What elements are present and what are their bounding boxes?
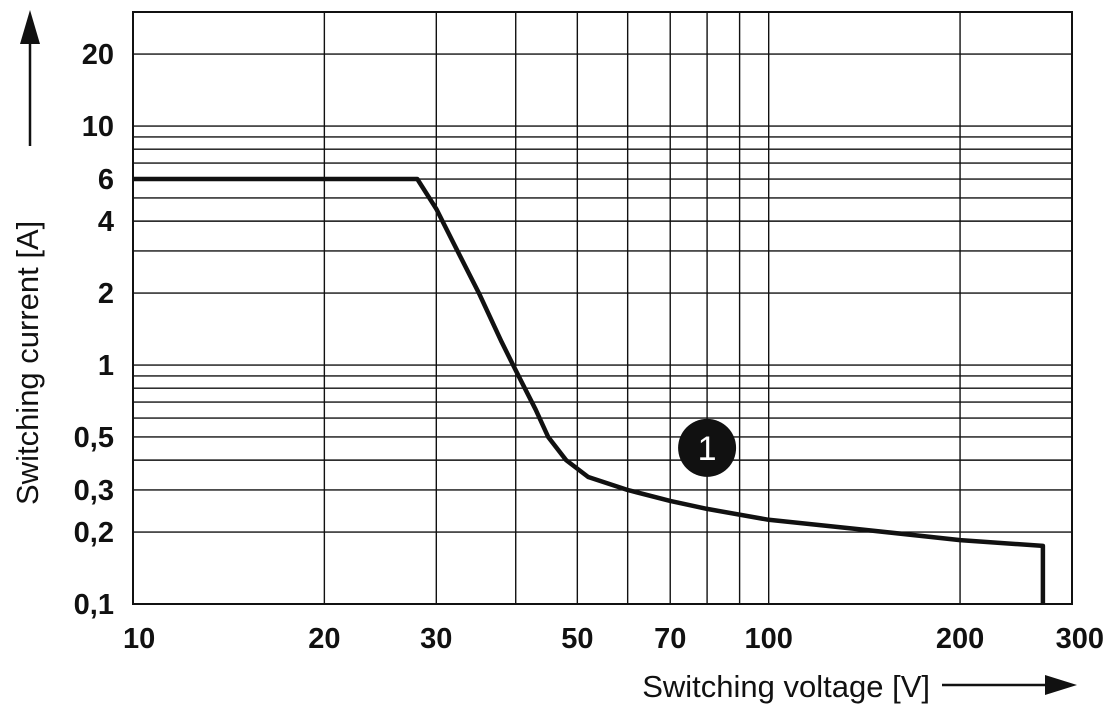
x-tick-label: 200 [936, 623, 984, 655]
y-tick-label: 2 [98, 278, 114, 310]
series-line [133, 176, 1046, 604]
y-tick-label: 20 [82, 39, 114, 71]
x-tick-label: 20 [308, 623, 340, 655]
y-tick-label: 0,1 [74, 589, 114, 621]
x-axis-arrow [942, 675, 1077, 695]
x-tick-label: 50 [561, 623, 593, 655]
plot-frame [132, 11, 1073, 605]
annotation-marker-circle [678, 418, 737, 477]
y-tick-label: 10 [82, 111, 114, 143]
annotation-marker-label: 1 [698, 430, 717, 468]
y-tick-label: 1 [98, 350, 114, 382]
x-axis-title: Switching voltage [V] [642, 669, 930, 704]
y-tick-label: 4 [98, 206, 114, 238]
series-layer [133, 176, 1046, 604]
y-tick-label: 0,5 [74, 422, 114, 454]
x-tick-label: 300 [1056, 623, 1104, 655]
x-tick-labels: 10 20 30 50 70 100 200 300 [123, 623, 1104, 655]
x-tick-label: 30 [420, 623, 452, 655]
y-tick-label: 6 [98, 164, 114, 196]
y-tick-label: 0,2 [74, 517, 114, 549]
annotation-layer: 1 [678, 418, 737, 477]
y-tick-labels: 0,1 0,2 0,3 0,5 1 2 4 6 10 20 [74, 39, 114, 621]
y-tick-label: 0,3 [74, 475, 114, 507]
x-tick-label: 100 [745, 623, 793, 655]
y-gridlines [133, 11, 1072, 605]
y-axis-title: Switching current [A] [10, 221, 45, 505]
x-tick-label: 70 [654, 623, 686, 655]
x-gridlines [132, 12, 1073, 604]
y-axis-arrow [20, 10, 40, 146]
x-tick-label: 10 [123, 623, 155, 655]
